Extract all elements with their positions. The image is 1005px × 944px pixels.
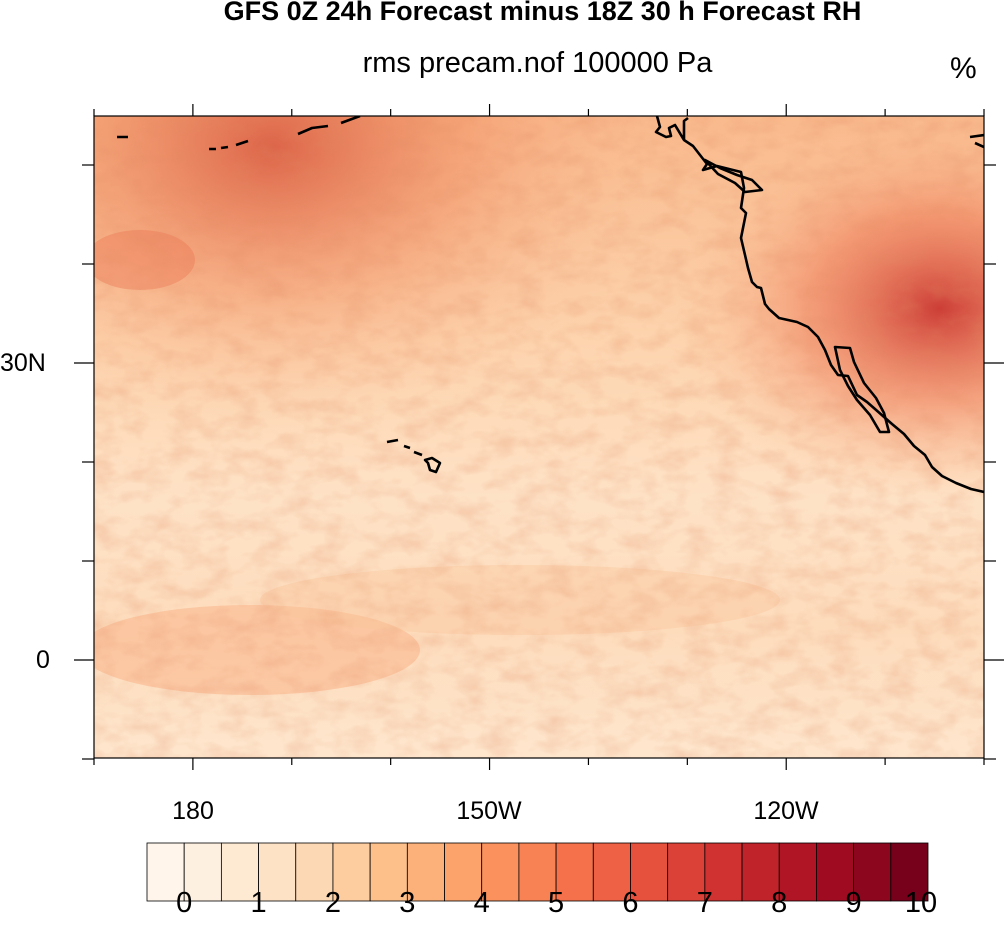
colorbar-label: 4 (473, 887, 490, 919)
axis-ticks (74, 104, 1004, 770)
colorbar-box (592, 842, 631, 902)
colorbar-box (481, 842, 520, 902)
coastlines (117, 116, 984, 494)
plot-subtitle: rms precam.nof 100000 Pa (362, 47, 713, 79)
lon-label-180: 180 (172, 797, 214, 825)
colorbar-box (704, 842, 743, 902)
colorbar-box (258, 842, 297, 902)
colorbar-box (146, 842, 185, 902)
colorbar-box (295, 842, 334, 902)
lat-label-0: 0 (36, 646, 50, 674)
lat-label-30n: 30N (0, 349, 46, 377)
aleutian-islands (117, 116, 361, 151)
colorbar-label: 6 (622, 887, 639, 919)
colorbar-label: 10 (904, 887, 938, 919)
colorbar-label: 0 (176, 887, 193, 919)
colorbar-box (369, 842, 408, 902)
colorbar-box (332, 842, 371, 902)
colorbar-box (816, 842, 855, 902)
lon-label-120w: 120W (753, 797, 819, 825)
colorbar-label: 7 (696, 887, 713, 919)
colorbar-box (183, 842, 222, 902)
rh-field (94, 116, 984, 758)
colorbar-label: 5 (548, 887, 565, 919)
colorbar-label: 2 (324, 887, 342, 919)
lon-label-150w: 150W (456, 797, 522, 825)
colorbar-box (890, 842, 929, 902)
colorbar-box (518, 842, 557, 902)
colorbar-box (667, 842, 706, 902)
colorbar-label: 1 (250, 887, 267, 919)
colorbar-label: 3 (399, 887, 416, 919)
north-america-coast (654, 116, 984, 494)
northeast-coast-fragment (969, 133, 984, 149)
plot-title: GFS 0Z 24h Forecast minus 18Z 30 h Forec… (223, 0, 862, 26)
hawaii-islands (386, 438, 442, 474)
vancouver-island (703, 158, 764, 194)
colorbar (146, 842, 929, 902)
colorbar-box (630, 842, 669, 902)
colorbar-label: 9 (845, 887, 862, 919)
colorbar-box (220, 842, 259, 902)
units-label: % (950, 52, 977, 85)
map-frame (93, 115, 985, 759)
colorbar-box (555, 842, 594, 902)
colorbar-label: 8 (771, 887, 788, 919)
gulf-of-california (833, 345, 891, 434)
